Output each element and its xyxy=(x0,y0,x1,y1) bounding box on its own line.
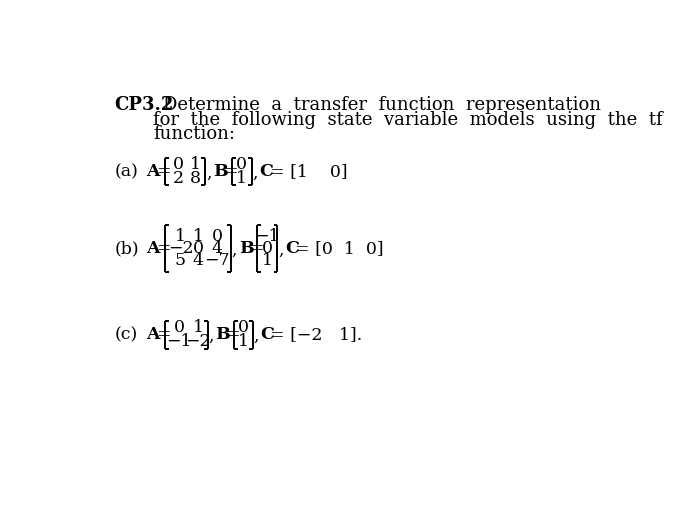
Text: 4: 4 xyxy=(211,240,223,257)
Text: B: B xyxy=(239,240,253,257)
Text: =: = xyxy=(157,326,171,343)
Text: 5: 5 xyxy=(175,252,186,269)
Text: C: C xyxy=(260,326,274,343)
Text: ,: , xyxy=(253,328,259,345)
Text: (b): (b) xyxy=(115,240,139,257)
Text: (c): (c) xyxy=(115,326,138,343)
Text: CP3.2: CP3.2 xyxy=(115,96,174,114)
Text: 4: 4 xyxy=(193,252,204,269)
Text: A: A xyxy=(146,240,160,257)
Text: 1: 1 xyxy=(236,170,247,187)
Text: =: = xyxy=(225,326,240,343)
Text: 1: 1 xyxy=(190,156,201,173)
Text: = [0  1  0]: = [0 1 0] xyxy=(295,240,384,257)
Text: 1: 1 xyxy=(193,319,204,336)
Text: 2: 2 xyxy=(173,170,183,187)
Text: ,: , xyxy=(209,328,214,345)
Text: =: = xyxy=(223,163,238,180)
Text: A: A xyxy=(146,326,160,343)
Text: −2: −2 xyxy=(168,240,193,257)
Text: −1: −1 xyxy=(166,333,192,350)
Text: 0: 0 xyxy=(262,240,273,257)
Text: 0: 0 xyxy=(236,156,247,173)
Text: 0: 0 xyxy=(174,319,184,336)
Text: Determine  a  transfer  function  representation: Determine a transfer function representa… xyxy=(162,96,601,114)
Text: 0: 0 xyxy=(193,240,204,257)
Text: function:: function: xyxy=(153,125,235,143)
Text: 0: 0 xyxy=(238,319,248,336)
Text: ,: , xyxy=(278,242,284,259)
Text: 1: 1 xyxy=(193,227,204,244)
Text: −7: −7 xyxy=(204,252,230,269)
Text: 0: 0 xyxy=(173,156,183,173)
Text: ,: , xyxy=(232,242,237,259)
Text: ,: , xyxy=(206,164,211,181)
Text: 0: 0 xyxy=(211,227,223,244)
Text: B: B xyxy=(216,326,230,343)
Text: 1: 1 xyxy=(175,227,186,244)
Text: =: = xyxy=(157,240,171,257)
Text: 8: 8 xyxy=(190,170,201,187)
Text: 1: 1 xyxy=(238,333,248,350)
Text: =: = xyxy=(248,240,263,257)
Text: =: = xyxy=(157,163,171,180)
Text: for  the  following  state  variable  models  using  the  tf: for the following state variable models … xyxy=(153,111,663,129)
Text: A: A xyxy=(146,163,160,180)
Text: ,: , xyxy=(253,164,258,181)
Text: = [1    0]: = [1 0] xyxy=(270,163,347,180)
Text: (a): (a) xyxy=(115,163,139,180)
Text: −2: −2 xyxy=(186,333,211,350)
Text: −1: −1 xyxy=(255,227,280,244)
Text: B: B xyxy=(213,163,228,180)
Text: C: C xyxy=(260,163,274,180)
Text: 1: 1 xyxy=(262,252,273,269)
Text: C: C xyxy=(285,240,299,257)
Text: = [−2   1].: = [−2 1]. xyxy=(270,326,363,343)
